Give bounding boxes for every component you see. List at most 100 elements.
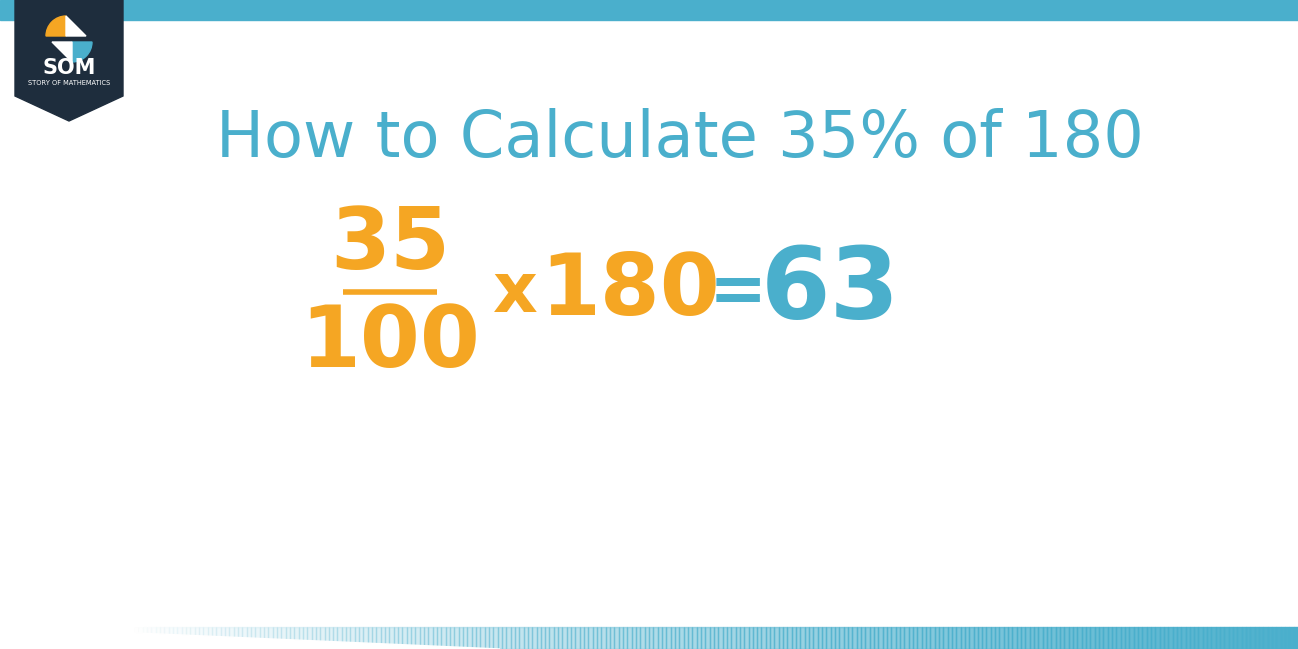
- Bar: [666, 627, 671, 649]
- Bar: [999, 627, 1003, 649]
- Bar: [121, 627, 126, 649]
- Bar: [1112, 627, 1116, 649]
- Bar: [662, 627, 666, 649]
- Bar: [406, 627, 411, 649]
- Bar: [883, 627, 887, 649]
- Bar: [805, 627, 809, 649]
- Bar: [757, 627, 762, 649]
- Bar: [601, 627, 606, 649]
- Bar: [1029, 627, 1035, 649]
- Bar: [225, 627, 230, 649]
- Bar: [230, 627, 234, 649]
- Bar: [636, 627, 640, 649]
- Bar: [1016, 627, 1022, 649]
- Bar: [905, 627, 909, 649]
- Text: 63: 63: [761, 243, 900, 341]
- Bar: [1138, 627, 1142, 649]
- Bar: [931, 627, 935, 649]
- Bar: [1094, 627, 1099, 649]
- Bar: [809, 627, 814, 649]
- Bar: [627, 627, 632, 649]
- Bar: [536, 627, 541, 649]
- Bar: [593, 627, 597, 649]
- Bar: [497, 627, 502, 649]
- Bar: [658, 627, 662, 649]
- Polygon shape: [0, 627, 500, 649]
- Bar: [1198, 627, 1203, 649]
- Bar: [134, 627, 139, 649]
- Bar: [705, 627, 710, 649]
- Bar: [623, 627, 627, 649]
- Bar: [4, 627, 9, 649]
- Bar: [640, 627, 645, 649]
- Bar: [324, 627, 328, 649]
- Bar: [632, 627, 636, 649]
- Bar: [160, 627, 165, 649]
- Bar: [1042, 627, 1047, 649]
- Bar: [1009, 627, 1012, 649]
- Bar: [78, 627, 82, 649]
- Bar: [1064, 627, 1068, 649]
- Bar: [195, 627, 199, 649]
- Bar: [493, 627, 497, 649]
- Bar: [1038, 627, 1042, 649]
- Bar: [463, 627, 467, 649]
- Bar: [204, 627, 208, 649]
- Bar: [367, 627, 373, 649]
- Bar: [113, 627, 117, 649]
- Bar: [502, 627, 506, 649]
- Bar: [775, 627, 779, 649]
- Bar: [247, 627, 251, 649]
- Bar: [337, 627, 341, 649]
- Bar: [273, 627, 276, 649]
- Bar: [282, 627, 286, 649]
- Bar: [831, 627, 835, 649]
- Bar: [295, 627, 299, 649]
- Bar: [321, 627, 324, 649]
- Bar: [935, 627, 938, 649]
- Bar: [1272, 627, 1276, 649]
- Text: SOM: SOM: [43, 58, 96, 78]
- Bar: [714, 627, 718, 649]
- Bar: [238, 627, 243, 649]
- Bar: [567, 627, 571, 649]
- Bar: [974, 627, 977, 649]
- Bar: [1207, 627, 1211, 649]
- Polygon shape: [66, 16, 86, 36]
- Bar: [909, 627, 912, 649]
- Bar: [212, 627, 217, 649]
- Bar: [39, 627, 43, 649]
- Bar: [1172, 627, 1177, 649]
- Bar: [139, 627, 143, 649]
- Bar: [610, 627, 614, 649]
- Bar: [558, 627, 562, 649]
- Text: 180: 180: [540, 251, 720, 334]
- Bar: [1086, 627, 1090, 649]
- Bar: [740, 627, 744, 649]
- Bar: [649, 627, 653, 649]
- Bar: [964, 627, 970, 649]
- Bar: [130, 627, 134, 649]
- Text: 100: 100: [300, 302, 480, 386]
- Bar: [1146, 627, 1151, 649]
- Bar: [376, 627, 380, 649]
- Bar: [1220, 627, 1224, 649]
- Bar: [411, 627, 415, 649]
- Bar: [26, 627, 30, 649]
- Bar: [990, 627, 996, 649]
- Bar: [870, 627, 874, 649]
- Bar: [1133, 627, 1138, 649]
- Bar: [1233, 627, 1237, 649]
- Bar: [1224, 627, 1229, 649]
- Bar: [1276, 627, 1281, 649]
- Bar: [143, 627, 147, 649]
- Bar: [1116, 627, 1120, 649]
- Bar: [437, 627, 441, 649]
- Bar: [1281, 627, 1285, 649]
- Bar: [918, 627, 922, 649]
- Bar: [1151, 627, 1155, 649]
- Bar: [1285, 627, 1289, 649]
- Bar: [415, 627, 419, 649]
- Bar: [580, 627, 584, 649]
- Bar: [13, 627, 17, 649]
